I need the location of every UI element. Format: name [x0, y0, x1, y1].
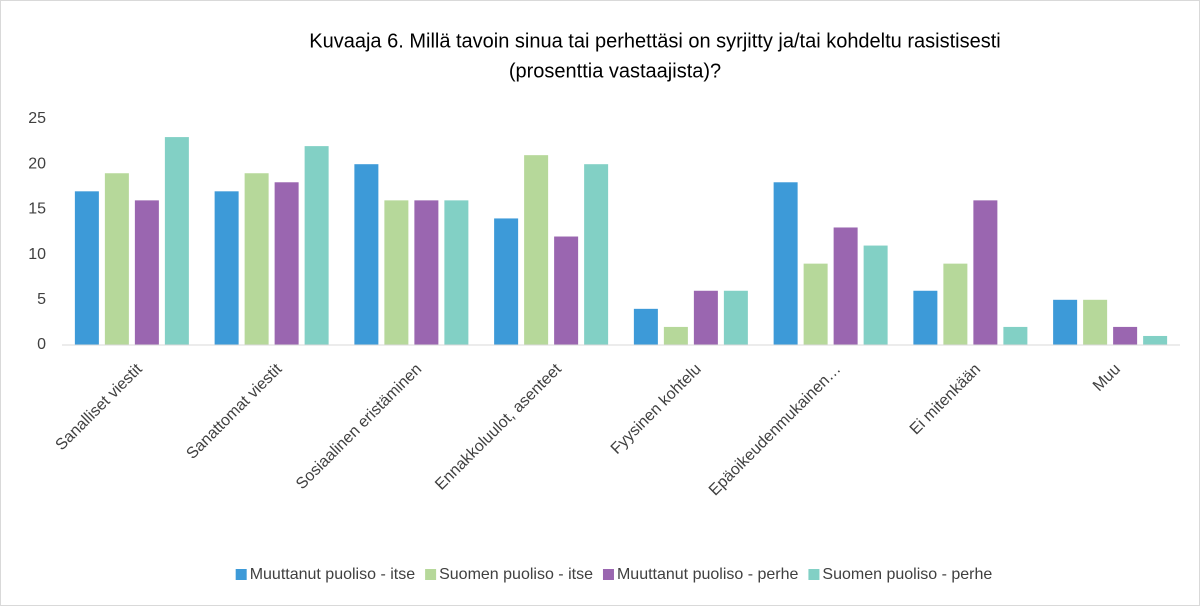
y-tick-label: 15: [28, 201, 46, 218]
bar: [354, 164, 379, 345]
y-tick-label: 20: [28, 155, 46, 172]
bar: [554, 236, 579, 345]
legend-item: Suomen puoliso - itse: [425, 566, 593, 583]
bar: [444, 200, 469, 345]
bar: [943, 263, 968, 345]
bar: [414, 200, 439, 345]
bar: [164, 137, 189, 345]
bar: [74, 191, 99, 345]
bar: [274, 182, 299, 345]
bar: [304, 146, 329, 345]
bar: [384, 200, 409, 345]
bar: [973, 200, 998, 345]
bar: [913, 290, 938, 345]
bar: [104, 173, 129, 345]
y-tick-label: 0: [37, 336, 46, 353]
y-tick-label: 5: [37, 291, 46, 308]
bar: [773, 182, 798, 345]
bar: [1083, 299, 1108, 345]
bar: [494, 218, 519, 345]
bar: [244, 173, 269, 345]
y-tick-label: 10: [28, 246, 46, 263]
legend-label: Suomen puoliso - perhe: [822, 566, 992, 583]
legend-item: Muuttanut puoliso - perhe: [602, 566, 799, 583]
bar: [693, 290, 718, 345]
legend-swatch: [602, 569, 614, 580]
legend-swatch: [808, 569, 820, 580]
chart-title: Kuvaaja 6. Millä tavoin sinua tai perhet…: [309, 30, 1000, 52]
legend-label: Muuttanut puoliso - perhe: [617, 566, 799, 583]
bar: [134, 200, 159, 345]
bar: [1143, 335, 1168, 345]
bar: [524, 155, 549, 345]
bar: [663, 326, 688, 345]
legend-swatch: [425, 569, 437, 580]
legend-swatch: [235, 569, 247, 580]
bar: [723, 290, 748, 345]
y-tick-label: 25: [28, 110, 46, 127]
bar: [863, 245, 888, 345]
bar: [633, 308, 658, 345]
bar: [1003, 326, 1028, 345]
bar: [833, 227, 858, 345]
bar: [803, 263, 828, 345]
legend-label: Muuttanut puoliso - itse: [250, 566, 416, 583]
legend-label: Suomen puoliso - itse: [439, 566, 593, 583]
legend-item: Muuttanut puoliso - itse: [235, 566, 416, 583]
legend-item: Suomen puoliso - perhe: [808, 566, 992, 583]
bar: [1053, 299, 1078, 345]
bar: [584, 164, 609, 345]
chart-title: (prosenttia vastaajista)?: [509, 60, 721, 82]
bar: [1113, 326, 1138, 345]
bar: [214, 191, 239, 345]
